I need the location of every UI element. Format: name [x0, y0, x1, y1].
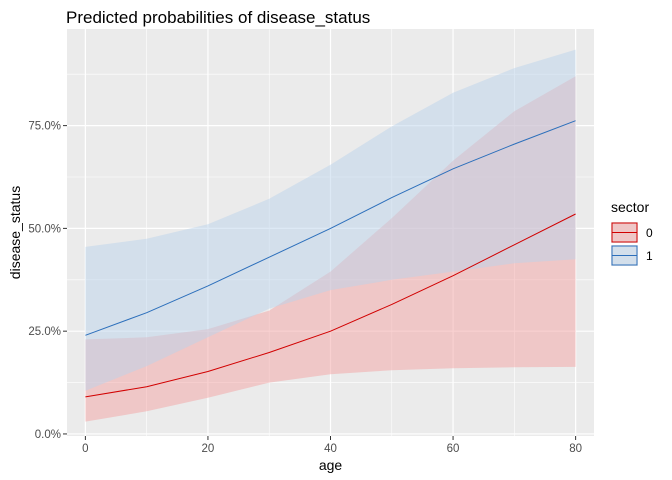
x-tick-label: 80 [569, 443, 582, 455]
legend-item-sector-0: 0 [611, 222, 653, 243]
axes: 0 20 40 60 80 0.0% 25.0% 50.0% 75.0% [28, 121, 582, 455]
x-tick-label: 40 [324, 443, 337, 455]
y-tick-label: 75.0% [28, 121, 61, 133]
legend-label: 1 [646, 249, 653, 263]
confidence-bands [85, 49, 576, 422]
series-lines [85, 120, 576, 398]
series-line-sector-1 [85, 120, 576, 336]
legend-title: sector [611, 199, 649, 215]
x-tick-label: 60 [447, 443, 460, 455]
y-axis-title: disease_status [7, 186, 23, 279]
legend: sector 0 1 [611, 199, 653, 266]
x-tick-label: 0 [82, 443, 88, 455]
x-tick-label: 20 [202, 443, 215, 455]
y-tick-label: 25.0% [28, 326, 61, 338]
confidence-band-sector-1 [85, 49, 576, 391]
y-tick-label: 50.0% [28, 223, 61, 235]
series-line-sector-0 [85, 213, 576, 398]
legend-item-sector-1: 1 [611, 245, 653, 266]
chart-title: Predicted probabilities of disease_statu… [66, 8, 370, 27]
y-tick-label: 0.0% [35, 429, 61, 441]
x-axis-title: age [319, 457, 343, 473]
legend-label: 0 [646, 226, 653, 240]
